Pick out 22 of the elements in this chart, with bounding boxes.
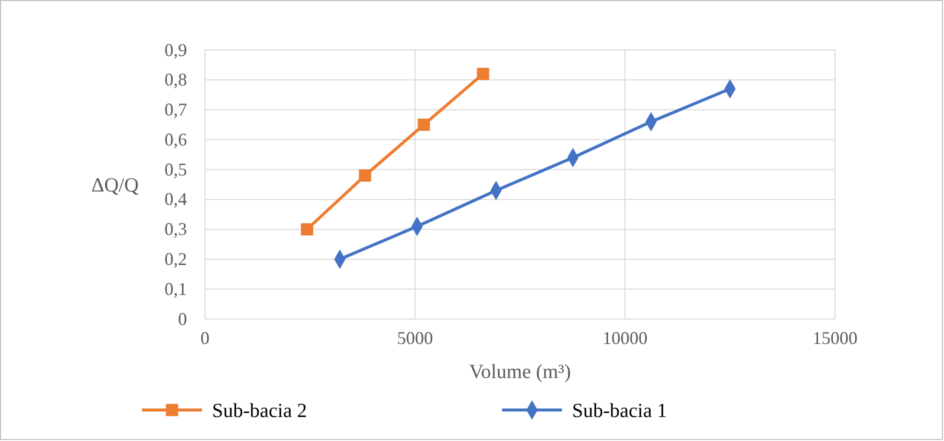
x-tick-label: 15000 (812, 328, 858, 348)
y-tick-label: 0,9 (164, 40, 187, 60)
y-tick-label: 0,6 (164, 129, 187, 150)
point (358, 169, 372, 182)
point (418, 118, 430, 131)
y-tick-label: 0,5 (164, 159, 187, 180)
point (476, 68, 490, 80)
point (300, 223, 314, 236)
y-tick-label: 0,3 (164, 219, 187, 240)
y-tick-label: 0,2 (164, 248, 187, 269)
y-tick-label: 0,4 (164, 189, 187, 210)
y-tick-label: 0 (178, 308, 187, 329)
legend-label: Sub-bacia 2 (212, 400, 307, 422)
x-tick-label: 0 (200, 328, 210, 348)
x-tick-label: 5000 (397, 328, 433, 348)
y-tick-label: 0,1 (164, 278, 187, 299)
x-tick-label: 10000 (602, 328, 648, 348)
y-tick-label: 0,8 (164, 70, 187, 90)
x-axis-title: Volume (m³) (469, 361, 571, 383)
y-axis-title: ΔQ/Q (91, 174, 140, 196)
y-tick-label: 0,7 (164, 100, 187, 120)
legend-label: Sub-bacia 1 (572, 400, 667, 422)
